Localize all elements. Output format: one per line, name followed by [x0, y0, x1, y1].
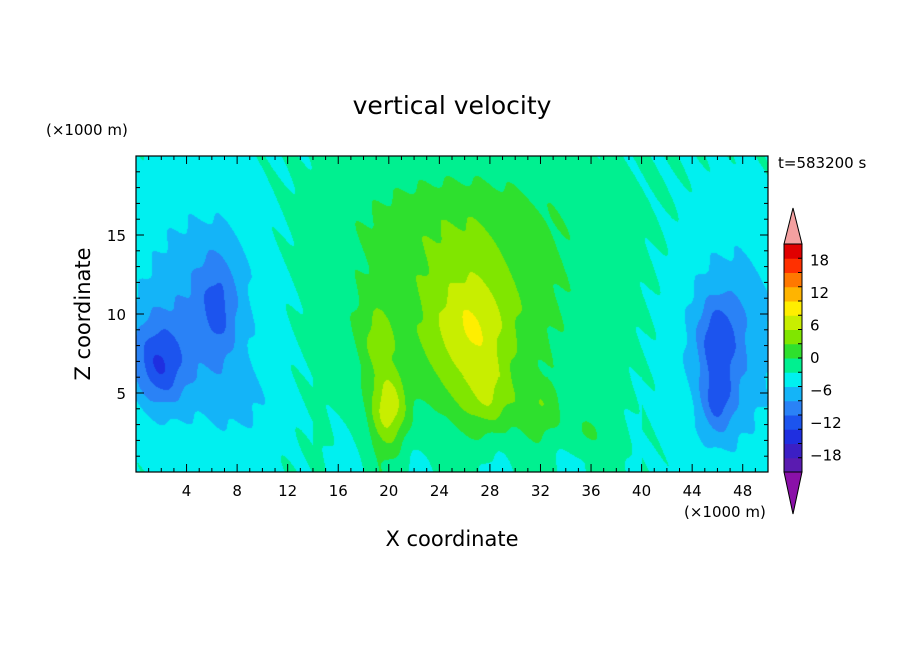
colorbar-swatch	[784, 329, 802, 345]
colorbar-swatch	[784, 415, 802, 430]
colorbar-swatch	[784, 372, 802, 387]
colorbar-swatch	[784, 386, 802, 402]
colorbar-swatch	[784, 286, 802, 302]
colorbar-label: 18	[810, 251, 829, 269]
x-tick-label: 4	[182, 482, 192, 500]
x-tick-label: 44	[683, 482, 702, 500]
colorbar-swatch	[784, 457, 802, 473]
y-tick-label: 15	[107, 227, 126, 245]
x-tick-label: 48	[733, 482, 752, 500]
colorbar-swatch	[784, 358, 802, 373]
x-tick-label: 16	[329, 482, 348, 500]
x-tick-label: 12	[278, 482, 297, 500]
colorbar-swatch	[784, 400, 802, 416]
colorbar: 18 12 6 0 −6 −12 −18	[783, 207, 842, 515]
x-tick-label: 28	[480, 482, 499, 500]
colorbar-swatch	[784, 343, 802, 359]
colorbar-swatch	[784, 258, 802, 273]
colorbar-swatch	[784, 272, 802, 288]
x-tick-label: 36	[581, 482, 600, 500]
contour-field-image	[136, 156, 768, 472]
x-tick-label: 32	[531, 482, 550, 500]
x-axis-ticks: 4 8 12 16 20 24 28 32 36 40 44 48	[148, 156, 756, 500]
colorbar-label: −12	[810, 414, 842, 432]
colorbar-under-arrow	[783, 471, 803, 515]
chart-title: vertical velocity	[353, 91, 552, 120]
x-unit-label: (×1000 m)	[684, 503, 766, 521]
contour-field	[136, 156, 768, 472]
x-tick-label: 20	[379, 482, 398, 500]
colorbar-swatch	[784, 301, 802, 316]
y-tick-label: 10	[107, 306, 126, 324]
x-tick-label: 24	[430, 482, 449, 500]
y-axis-ticks: 5 10 15	[107, 171, 768, 457]
colorbar-over-arrow	[783, 207, 803, 245]
colorbar-label: 6	[810, 316, 820, 334]
colorbar-label: −6	[810, 382, 832, 400]
x-axis-label: X coordinate	[385, 527, 518, 551]
time-label: t=583200 s	[778, 154, 866, 172]
colorbar-swatch	[784, 443, 802, 459]
x-tick-label: 40	[632, 482, 651, 500]
y-axis-label: Z coordinate	[71, 247, 95, 380]
y-tick-label: 5	[116, 385, 126, 403]
colorbar-label: 12	[810, 284, 829, 302]
colorbar-label: −18	[810, 447, 842, 465]
x-tick-label: 8	[232, 482, 242, 500]
colorbar-swatch	[784, 429, 802, 444]
colorbar-label: 0	[810, 349, 820, 367]
y-unit-label: (×1000 m)	[46, 121, 128, 139]
colorbar-swatch	[784, 315, 802, 330]
colorbar-swatch	[784, 244, 802, 259]
